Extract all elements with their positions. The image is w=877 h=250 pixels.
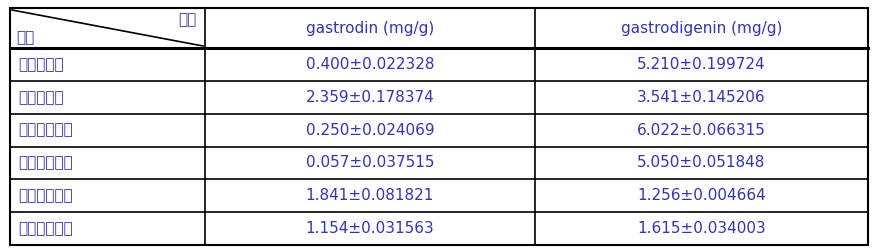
Text: 5.050±0.051848: 5.050±0.051848 (637, 156, 765, 170)
Text: 성분: 성분 (179, 12, 196, 27)
Text: 1.154±0.031563: 1.154±0.031563 (305, 221, 434, 236)
Text: gastrodin (mg/g): gastrodin (mg/g) (305, 20, 433, 36)
Text: 천마피생건: 천마피생건 (18, 57, 63, 72)
Text: 시료: 시료 (16, 30, 34, 45)
Text: 0.057±0.037515: 0.057±0.037515 (305, 156, 434, 170)
Text: 0.400±0.022328: 0.400±0.022328 (305, 57, 434, 72)
Text: 1.615±0.034003: 1.615±0.034003 (637, 221, 765, 236)
Text: 2.359±0.178374: 2.359±0.178374 (305, 90, 434, 105)
Text: 3.541±0.145206: 3.541±0.145206 (637, 90, 765, 105)
Text: 천마거피증건: 천마거피증건 (18, 221, 73, 236)
Text: 6.022±0.066315: 6.022±0.066315 (637, 122, 765, 138)
Text: 5.210±0.199724: 5.210±0.199724 (637, 57, 765, 72)
Text: 천마유피생건: 천마유피생건 (18, 122, 73, 138)
Text: gastrodigenin (mg/g): gastrodigenin (mg/g) (620, 20, 781, 36)
Text: 천마유피증건: 천마유피증건 (18, 188, 73, 203)
Text: 천마거피생건: 천마거피생건 (18, 156, 73, 170)
Text: 0.250±0.024069: 0.250±0.024069 (305, 122, 434, 138)
Text: 천마피증건: 천마피증건 (18, 90, 63, 105)
Text: 1.841±0.081821: 1.841±0.081821 (305, 188, 434, 203)
Text: 1.256±0.004664: 1.256±0.004664 (637, 188, 765, 203)
